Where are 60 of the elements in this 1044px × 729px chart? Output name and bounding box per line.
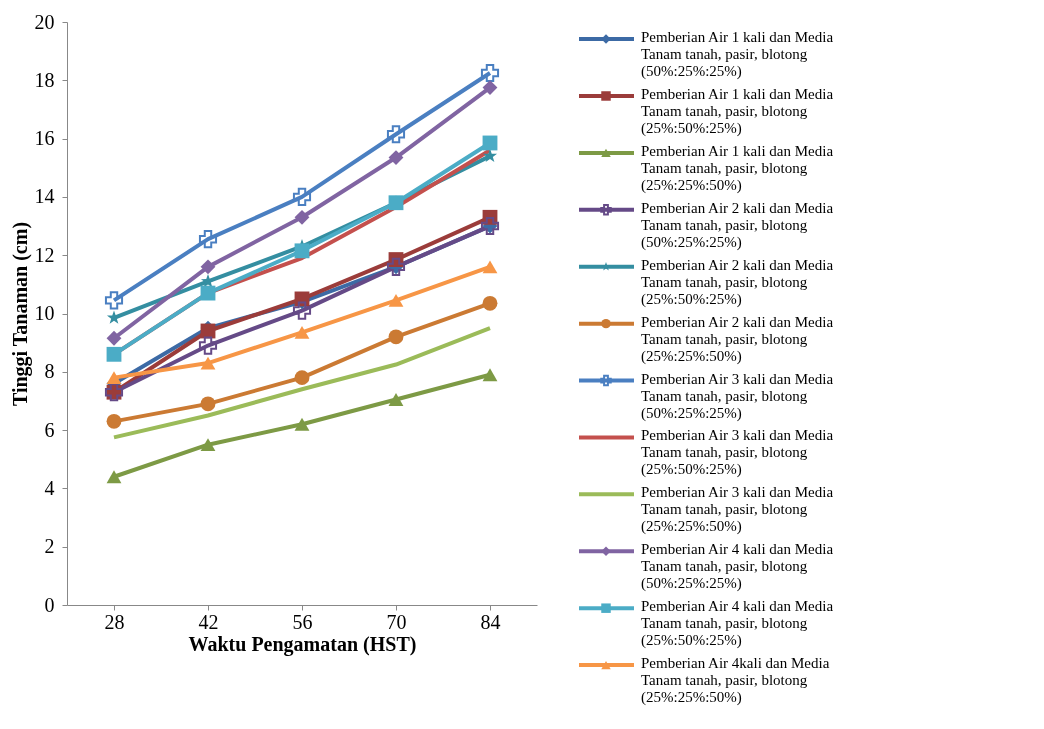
y-tick-label: 2 bbox=[44, 535, 55, 558]
point bbox=[200, 396, 216, 412]
point bbox=[200, 438, 216, 452]
point bbox=[294, 243, 310, 259]
point bbox=[200, 356, 216, 370]
point bbox=[106, 346, 122, 362]
y-tick-label: 18 bbox=[34, 68, 55, 91]
legend-label: Pemberian Air 3 kali dan Media Tanam tanah, pasir, blotong (25%:25%:50%) bbox=[641, 484, 834, 536]
point bbox=[294, 209, 310, 225]
y-tick-label: 8 bbox=[44, 360, 55, 383]
legend-label: Pemberian Air 1 kali dan Media Tanam tanah, pasir, blotong (25%:25%:50%) bbox=[641, 142, 834, 194]
point bbox=[106, 371, 122, 385]
point bbox=[482, 295, 498, 311]
legend-label: Pemberian Air 1 kali dan Media Tanam tanah, pasir, blotong (25%:50%:25%) bbox=[641, 85, 834, 137]
y-tick-label: 14 bbox=[34, 185, 55, 208]
point bbox=[388, 393, 404, 406]
line-series bbox=[112, 326, 492, 440]
point bbox=[198, 230, 218, 249]
x-tick-label: 28 bbox=[104, 610, 125, 633]
point bbox=[104, 291, 124, 310]
point bbox=[388, 293, 404, 307]
y-tick-label: 4 bbox=[44, 476, 55, 499]
y-tick-label: 6 bbox=[44, 418, 55, 441]
legend-label: Pemberian Air 3 kali dan Media Tanam tanah, pasir, blotong (25%:50%:25%) bbox=[641, 427, 834, 479]
x-axis-title: Waktu Pengamatan (HST) bbox=[188, 632, 417, 656]
point bbox=[198, 336, 218, 355]
point bbox=[294, 370, 310, 386]
y-tick-label: 12 bbox=[34, 243, 55, 266]
legend-label: Pemberian Air 2 kali dan Media Tanam tanah, pasir, blotong (50%:25%:25%) bbox=[641, 199, 834, 251]
x-tick-label: 42 bbox=[198, 610, 219, 633]
legend-label: Pemberian Air 4kali dan Media Tanam tanah, pasir, blotong (25%:25%:50%) bbox=[641, 655, 830, 707]
y-tick-label: 20 bbox=[34, 10, 55, 33]
point bbox=[482, 148, 498, 163]
point bbox=[386, 125, 406, 144]
point bbox=[482, 260, 498, 274]
point bbox=[482, 368, 498, 382]
point bbox=[200, 259, 216, 275]
point bbox=[292, 301, 312, 320]
legend-label: Pemberian Air 4 kali dan Media Tanam tanah, pasir, blotong (25%:50%:25%) bbox=[641, 598, 834, 650]
x-tick-label: 56 bbox=[292, 610, 313, 633]
point bbox=[480, 63, 500, 83]
legend-label: Pemberian Air 2 kali dan Media Tanam tanah, pasir, blotong (25%:25%:50%) bbox=[641, 313, 834, 365]
legend-label: Pemberian Air 2 kali dan Media Tanam tanah, pasir, blotong (25%:50%:25%) bbox=[641, 256, 834, 308]
point bbox=[294, 326, 310, 339]
point bbox=[388, 329, 404, 345]
x-tick-label: 84 bbox=[480, 610, 501, 633]
point bbox=[200, 285, 216, 301]
x-tick-label: 70 bbox=[386, 610, 407, 633]
y-tick-label: 16 bbox=[34, 127, 55, 150]
legend-label: Pemberian Air 4 kali dan Media Tanam tanah, pasir, blotong (50%:25%:25%) bbox=[641, 541, 834, 593]
legend-label: Pemberian Air 3 kali dan Media Tanam tanah, pasir, blotong (50%:25%:25%) bbox=[641, 370, 834, 422]
legend-label: Pemberian Air 1 kali dan Media Tanam tanah, pasir, blotong (50%:25%:25%) bbox=[641, 29, 834, 81]
y-tick-label: 10 bbox=[34, 302, 55, 324]
point bbox=[106, 330, 122, 346]
y-tick-label: 0 bbox=[44, 593, 55, 616]
point bbox=[106, 413, 122, 429]
point bbox=[106, 470, 122, 484]
y-axis-title: Tinggi Tanaman (cm) bbox=[8, 221, 32, 407]
point bbox=[294, 417, 310, 431]
point bbox=[292, 187, 312, 206]
